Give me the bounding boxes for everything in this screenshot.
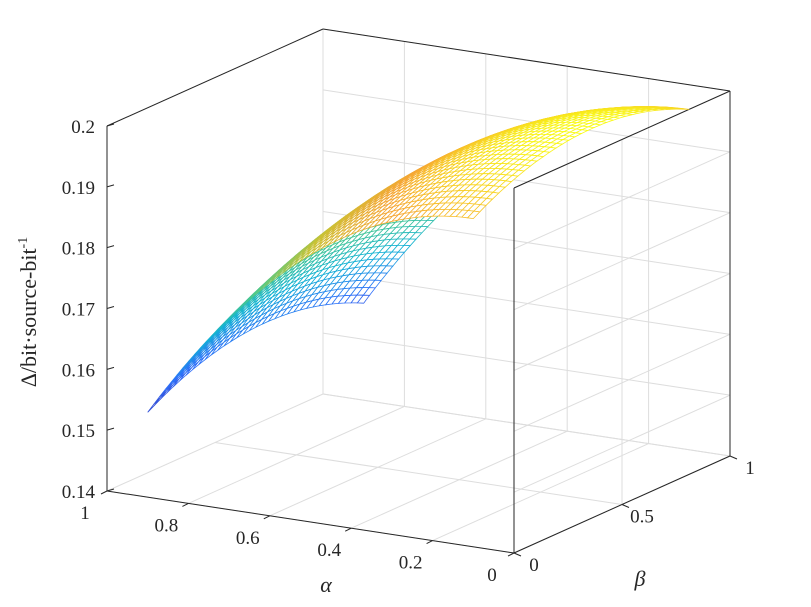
- alpha-tick-label: 0.4: [317, 540, 341, 561]
- beta-tick-label: 0: [529, 555, 539, 576]
- alpha-tick-label: 0.8: [155, 515, 179, 536]
- z-tick-mark: [106, 306, 115, 309]
- surface-mesh: [147, 106, 690, 413]
- floor-grid-line: [214, 442, 623, 505]
- x-axis-label: α: [320, 572, 332, 597]
- z-tick-label: 0.19: [62, 178, 95, 199]
- alpha-tick-mark: [263, 515, 271, 520]
- alpha-tick-label: 0.6: [236, 528, 260, 549]
- side-wall-grid-line: [513, 212, 731, 311]
- side-wall-grid-line: [513, 394, 731, 493]
- side-wall-grid-line: [513, 273, 731, 371]
- z-tick-label: 0.16: [62, 360, 95, 381]
- side-wall-grid-line: [513, 151, 731, 250]
- z-tick-label: 0.18: [62, 239, 95, 260]
- beta-tick-label: 0.5: [630, 507, 654, 528]
- back-wall-grid-line: [322, 150, 731, 214]
- alpha-tick-label: 0: [487, 565, 497, 586]
- z-tick-label: 0.14: [62, 482, 96, 503]
- z-tick-label: 0.2: [71, 117, 95, 138]
- alpha-tick-mark: [507, 552, 515, 557]
- surface-cell: [147, 397, 161, 413]
- side-wall-grid-line: [513, 333, 731, 432]
- alpha-tick-mark: [182, 502, 189, 507]
- z-tick-mark: [106, 488, 115, 492]
- alpha-tick-mark: [426, 540, 433, 545]
- ticks: 10.80.60.40.20 00.510.140.150.160.170.180…: [62, 117, 755, 586]
- beta-tick-mark: [621, 504, 630, 508]
- back-wall-grid-line: [322, 89, 731, 153]
- axis-box-edge: [106, 28, 324, 127]
- z-tick-label: 0.15: [62, 421, 95, 442]
- z-axis-label: Δ/bit·source-bit-1: [16, 237, 41, 387]
- back-wall-grid-line: [322, 393, 731, 457]
- axis-box-edge: [106, 490, 515, 554]
- alpha-tick-mark: [344, 527, 352, 532]
- back-wall-grid-line: [322, 332, 731, 396]
- z-tick-mark: [106, 123, 115, 127]
- z-tick-mark: [106, 184, 115, 188]
- z-tick-mark: [106, 427, 115, 431]
- axis-box-edge: [513, 90, 731, 189]
- beta-tick-label: 1: [745, 458, 755, 479]
- z-tick-mark: [106, 245, 115, 249]
- alpha-tick-label: 1: [80, 503, 90, 524]
- beta-tick-mark: [729, 455, 738, 460]
- back-wall-grid-line: [322, 271, 731, 335]
- z-axis-label-main: Δ/bit·source-bit: [16, 248, 41, 387]
- z-axis-label-exponent: -1: [16, 237, 31, 249]
- axis-box-edge: [322, 28, 731, 92]
- z-tick-label: 0.17: [62, 300, 95, 321]
- z-tick-mark: [106, 366, 115, 370]
- y-axis-label: β: [634, 566, 646, 591]
- alpha-tick-label: 0.2: [399, 553, 423, 574]
- beta-tick-mark: [513, 552, 522, 557]
- alpha-tick-mark: [100, 490, 108, 495]
